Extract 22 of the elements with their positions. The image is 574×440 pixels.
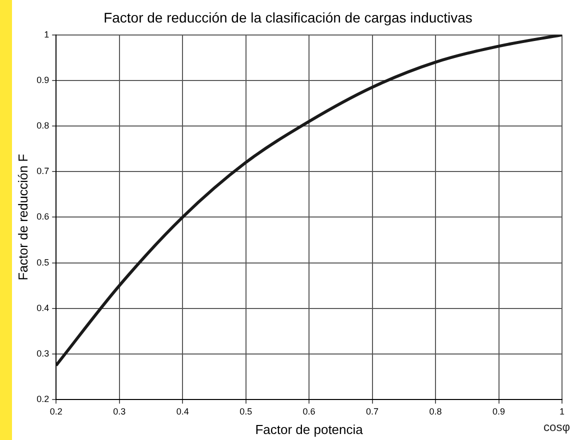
x-tick-label: 0.6 bbox=[302, 406, 316, 416]
x-tick-label: 0.2 bbox=[50, 406, 62, 416]
y-tick-label: 0.7 bbox=[36, 166, 50, 176]
y-tick-label: 0.8 bbox=[36, 120, 50, 130]
x-axis-title: Factor de potencia bbox=[255, 422, 364, 437]
x-tick-label: 0.5 bbox=[240, 406, 252, 416]
text: cosφ bbox=[544, 420, 570, 434]
x-tick-label: 0.3 bbox=[113, 406, 126, 416]
y-axis-title: Factor de reducción F bbox=[15, 154, 30, 280]
x-tick-label: 1 bbox=[559, 406, 565, 416]
y-tick-label: 0.4 bbox=[36, 302, 50, 313]
x-tick-label: 0.8 bbox=[429, 406, 442, 416]
y-tick-label: 0.6 bbox=[36, 212, 50, 222]
y-tick-label: 0.5 bbox=[36, 257, 50, 268]
x-tick-label: 0.9 bbox=[492, 406, 506, 416]
x-tick-label: 0.4 bbox=[176, 406, 189, 416]
y-tick-label: 0.2 bbox=[36, 394, 50, 404]
y-tick-label: 0.3 bbox=[36, 348, 50, 358]
chart-title: Factor de reducción de la clasificación de cargas inductivas bbox=[104, 9, 472, 26]
y-tick-label: 1 bbox=[44, 29, 50, 40]
x-tick-label: 0.7 bbox=[366, 406, 379, 416]
y-tick-label: 0.9 bbox=[36, 74, 50, 85]
